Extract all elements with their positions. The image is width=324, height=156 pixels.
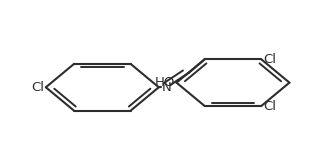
Text: Cl: Cl [263,100,276,113]
Text: Cl: Cl [263,53,276,66]
Text: N: N [162,81,172,94]
Text: Cl: Cl [31,81,44,94]
Text: HO: HO [155,76,175,89]
